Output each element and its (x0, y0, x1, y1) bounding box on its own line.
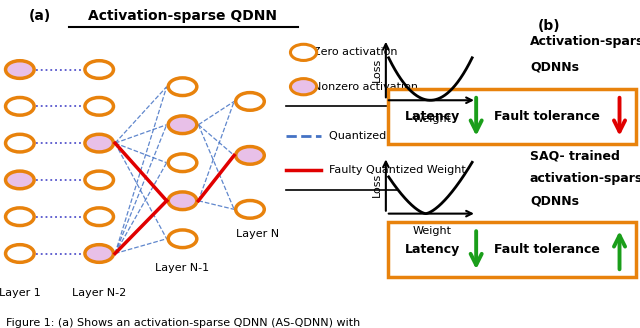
FancyBboxPatch shape (388, 89, 636, 144)
Text: QDNNs: QDNNs (530, 194, 579, 207)
Circle shape (6, 61, 34, 78)
Text: Latency: Latency (404, 110, 460, 123)
Circle shape (85, 171, 113, 189)
Circle shape (85, 97, 113, 115)
Text: Nonzero activation: Nonzero activation (314, 82, 419, 92)
Text: Activation-sparse: Activation-sparse (530, 35, 640, 48)
Text: Figure 1: (a) Shows an activation-sparse QDNN (AS-QDNN) with: Figure 1: (a) Shows an activation-sparse… (6, 318, 361, 328)
Text: Fault tolerance: Fault tolerance (494, 110, 600, 123)
Text: Loss: Loss (372, 173, 381, 197)
Text: Latency: Latency (404, 243, 460, 256)
Text: Weight: Weight (413, 226, 452, 236)
Circle shape (6, 171, 34, 189)
Circle shape (236, 92, 264, 110)
FancyBboxPatch shape (388, 222, 636, 277)
Circle shape (168, 116, 197, 133)
Circle shape (6, 134, 34, 152)
Text: Zero activation: Zero activation (314, 47, 398, 57)
Text: Layer N-2: Layer N-2 (72, 288, 126, 298)
Text: activation-sparse: activation-sparse (530, 172, 640, 185)
Text: Layer N: Layer N (236, 229, 280, 239)
Circle shape (85, 134, 113, 152)
Text: (a): (a) (29, 9, 51, 23)
Circle shape (291, 44, 317, 60)
Circle shape (85, 245, 113, 262)
Circle shape (291, 79, 317, 95)
Text: SAQ- trained: SAQ- trained (530, 149, 620, 162)
Text: Weight: Weight (413, 114, 452, 124)
Text: Loss: Loss (372, 57, 381, 82)
Circle shape (6, 245, 34, 262)
Text: QDNNs: QDNNs (530, 60, 579, 73)
Circle shape (236, 147, 264, 164)
Circle shape (168, 78, 197, 95)
Text: Fault tolerance: Fault tolerance (494, 243, 600, 256)
Text: Quantized Weight: Quantized Weight (330, 131, 429, 141)
Circle shape (168, 230, 197, 248)
Circle shape (168, 192, 197, 210)
Circle shape (6, 208, 34, 226)
Circle shape (85, 61, 113, 78)
Circle shape (236, 200, 264, 218)
Circle shape (85, 208, 113, 226)
Text: Faulty Quantized Weight: Faulty Quantized Weight (330, 165, 466, 175)
Text: (b): (b) (538, 19, 560, 33)
Circle shape (6, 97, 34, 115)
Text: Layer N-1: Layer N-1 (156, 263, 209, 273)
Circle shape (168, 154, 197, 172)
Text: Activation-sparse QDNN: Activation-sparse QDNN (88, 9, 277, 23)
Text: Layer 1: Layer 1 (0, 288, 41, 298)
